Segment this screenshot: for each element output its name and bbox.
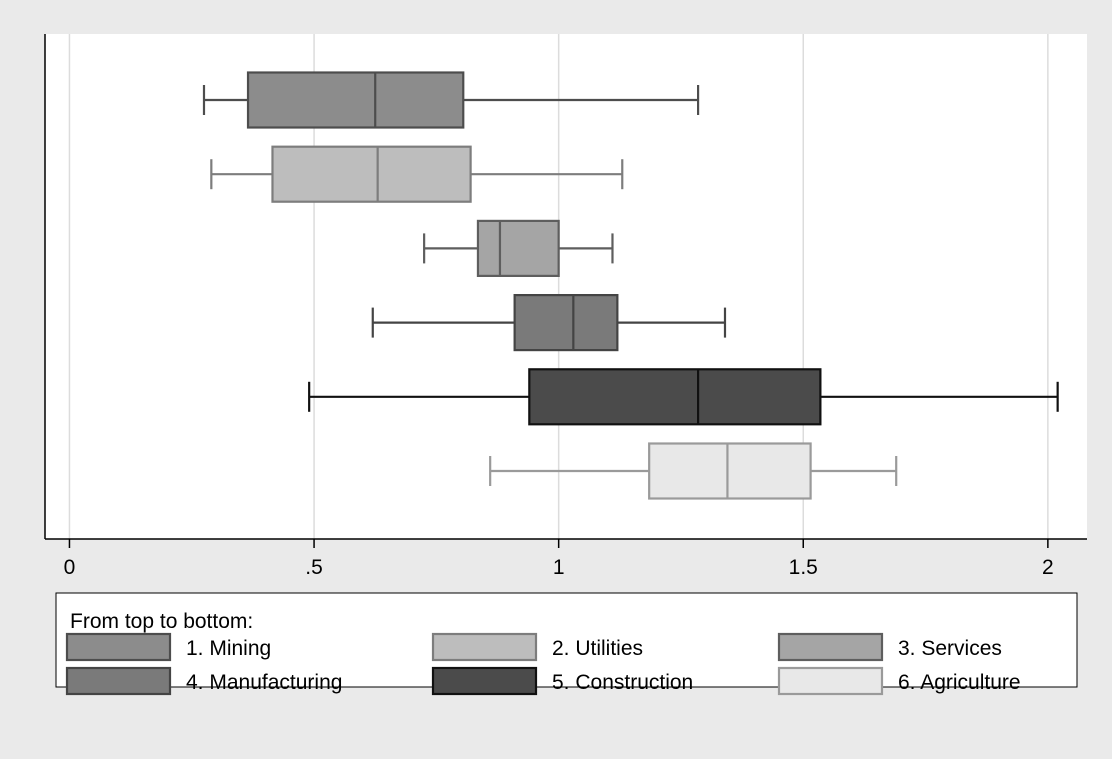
box-6 [489, 442, 898, 500]
legend-swatch [777, 632, 884, 662]
legend-swatch [65, 632, 172, 662]
legend-item-3: 3. Services [777, 632, 1002, 662]
legend-swatch [431, 632, 538, 662]
legend-label: 5. Construction [552, 671, 693, 694]
legend-swatch [431, 666, 538, 696]
iqr-box [513, 294, 619, 352]
plot-area [45, 34, 1087, 539]
legend-item-2: 2. Utilities [431, 632, 643, 662]
x-tick-label-4: 2 [1042, 556, 1054, 579]
legend-item-6: 6. Agriculture [777, 666, 1021, 696]
box-1 [202, 71, 700, 129]
box-4 [371, 294, 727, 352]
iqr-box [476, 219, 560, 277]
x-tick-label-0: 0 [64, 556, 76, 579]
box-5 [308, 368, 1059, 426]
legend-title: From top to bottom: [70, 610, 253, 633]
legend-box [55, 592, 1078, 688]
x-tick-label-1: .5 [305, 556, 323, 579]
legend-label: 4. Manufacturing [186, 671, 342, 694]
iqr-box [648, 442, 812, 500]
legend-label: 6. Agriculture [898, 671, 1021, 694]
x-tick-label-2: 1 [553, 556, 565, 579]
legend-swatch [65, 666, 172, 696]
box-series [202, 71, 1059, 500]
x-tick-label-3: 1.5 [789, 556, 818, 579]
legend-swatch [777, 666, 884, 696]
box-2 [210, 145, 624, 203]
legend-item-5: 5. Construction [431, 666, 693, 696]
iqr-box [271, 145, 472, 203]
x-axis-ticks: 0 .5 1 1.5 2 [64, 539, 1054, 579]
iqr-box [528, 368, 822, 426]
iqr-box [246, 71, 465, 129]
legend-label: 3. Services [898, 637, 1002, 660]
legend-item-1: 1. Mining [65, 632, 271, 662]
legend-label: 1. Mining [186, 637, 271, 660]
legend-label: 2. Utilities [552, 637, 643, 660]
legend-entries: 1. Mining 2. Utilities 3. Services 4. Manuf… [65, 632, 1021, 696]
legend-item-4: 4. Manufacturing [65, 666, 342, 696]
box-3 [423, 219, 614, 277]
